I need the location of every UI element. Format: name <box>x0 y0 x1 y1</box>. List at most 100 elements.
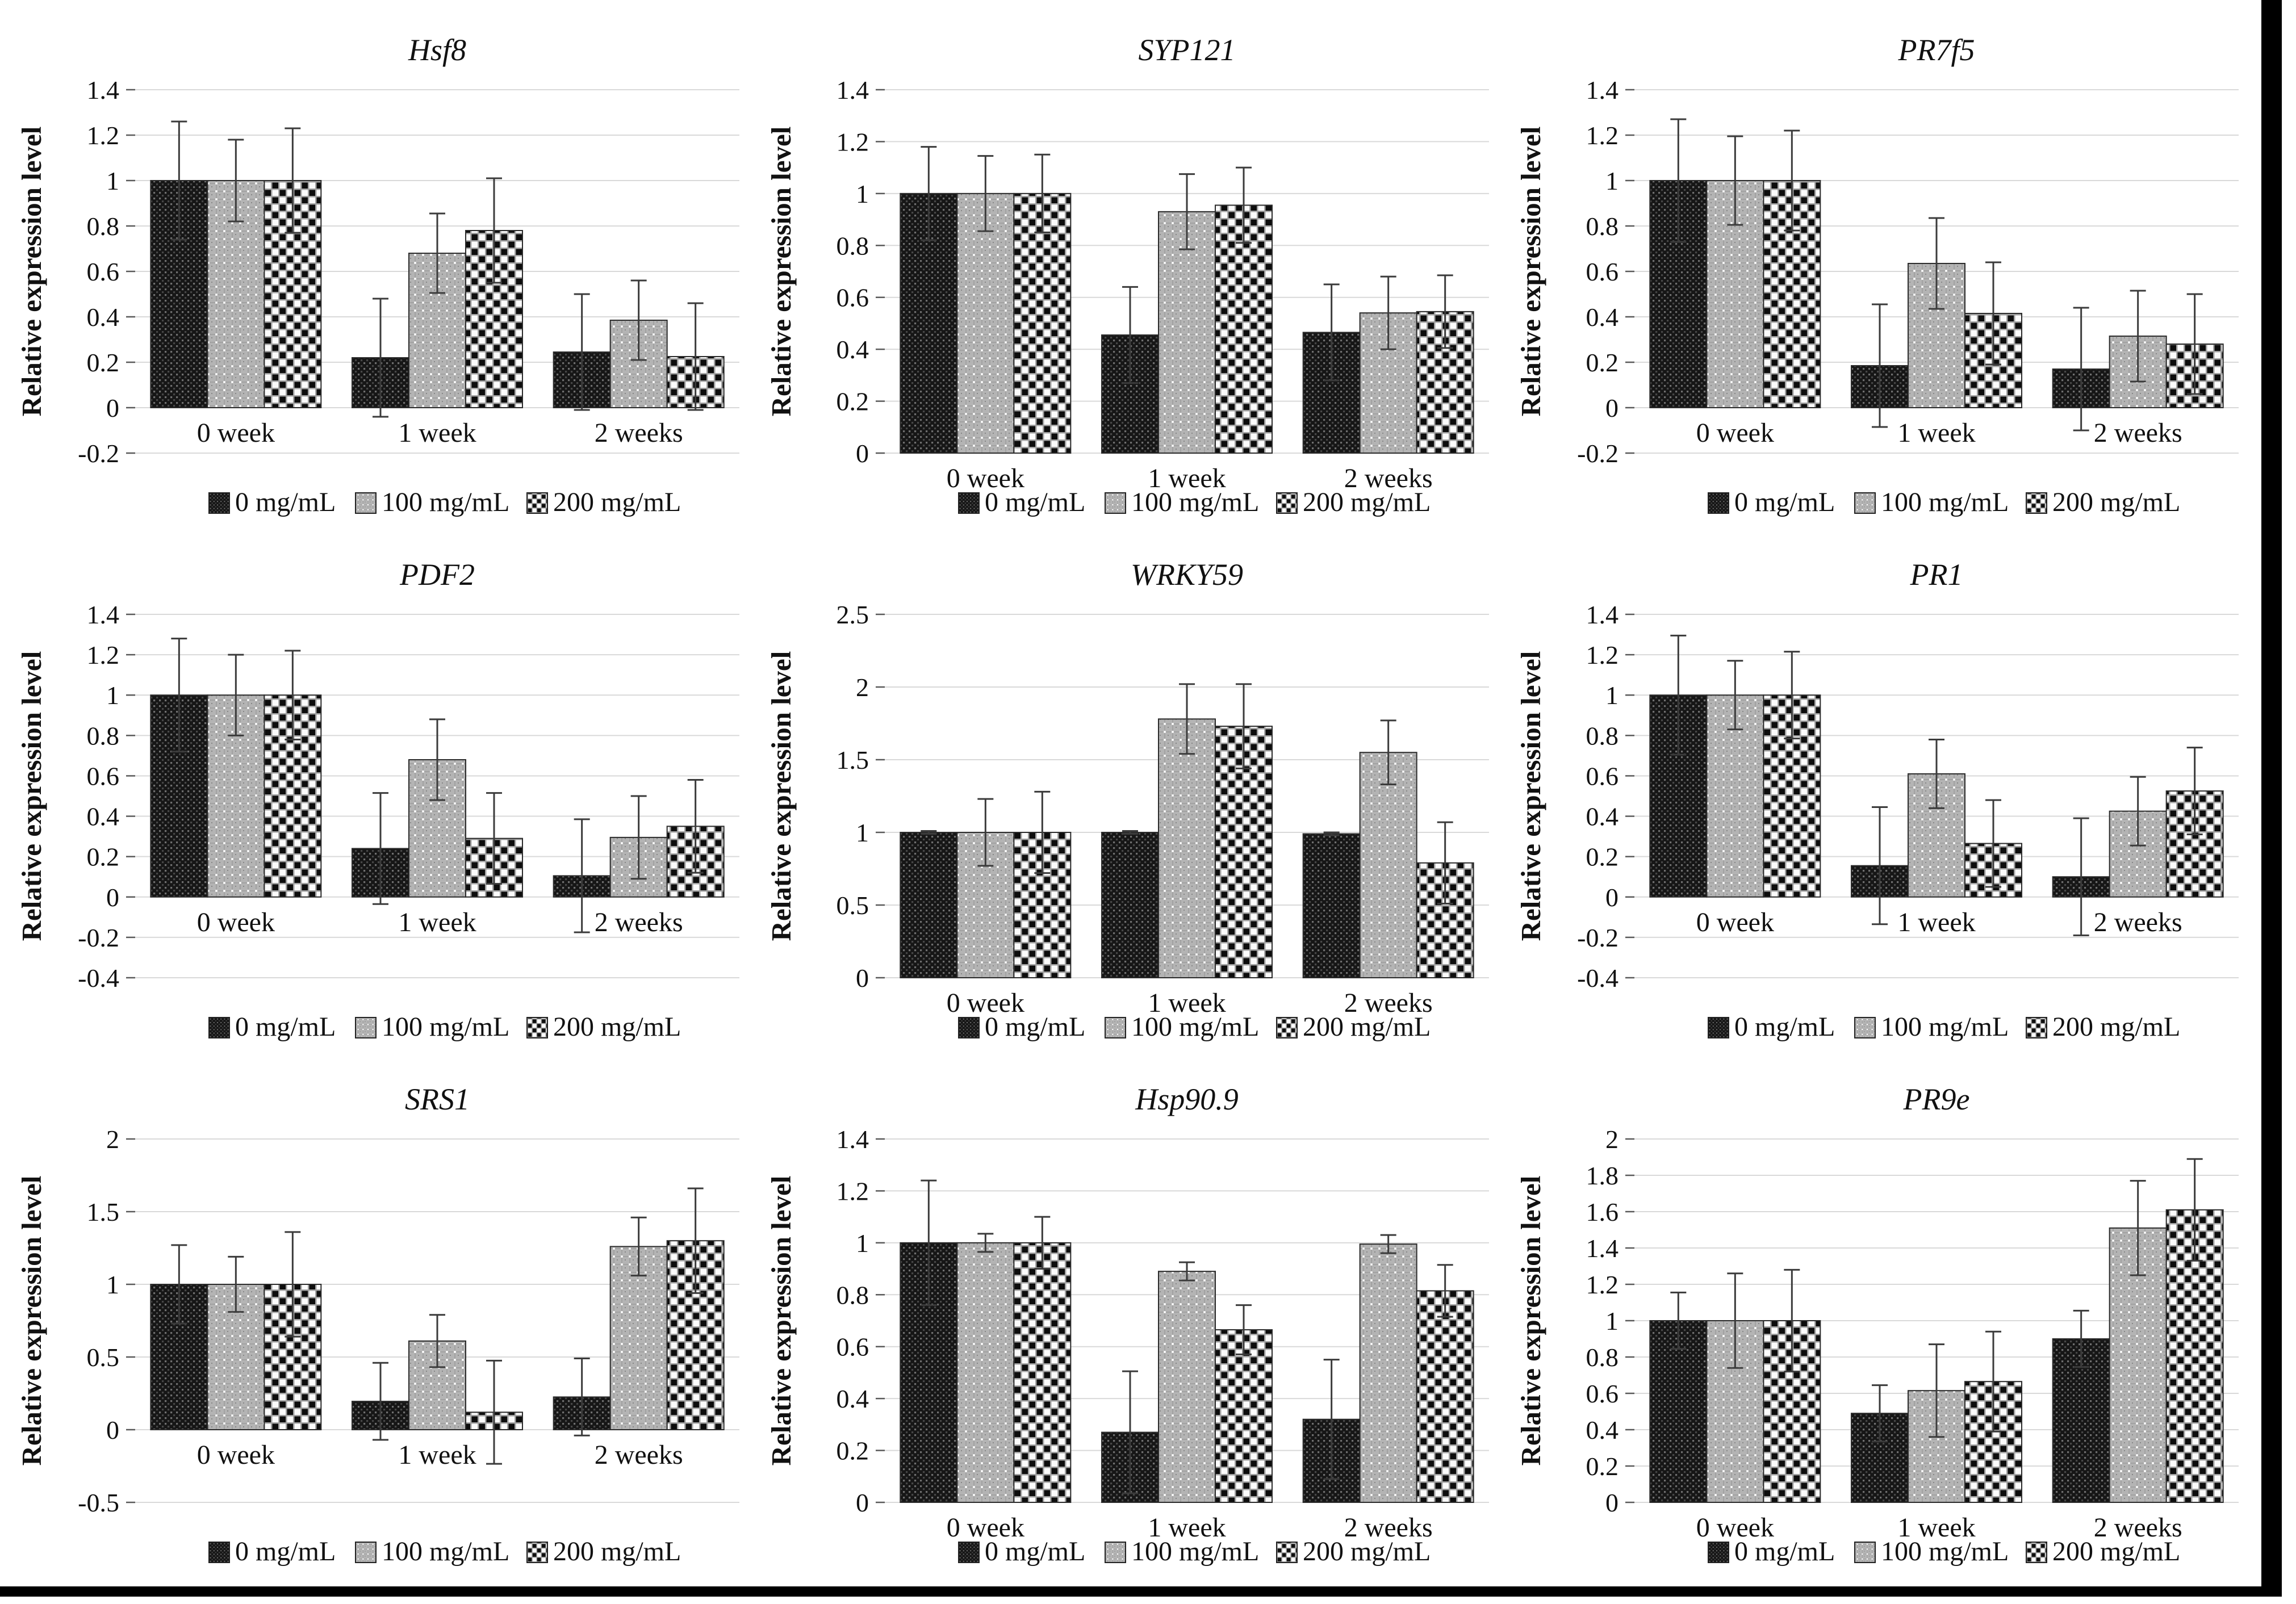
legend-swatch-200-mg-ml <box>526 1017 548 1038</box>
x-category-label: 2 weeks <box>1344 463 1433 493</box>
error-bar <box>1323 283 1340 382</box>
bar-0-mg-ml <box>1101 832 1159 978</box>
legend-swatch-200-mg-ml <box>526 492 548 514</box>
x-category-label: 0 week <box>197 1440 275 1470</box>
error-bar <box>171 638 187 753</box>
bar-100-mg-ml <box>1158 1271 1216 1503</box>
bar-0-mg-ml <box>900 832 958 978</box>
y-tick-label: 0.4 <box>87 303 120 332</box>
chart-pr9e: PR9e Relative expression level 2 1.8 1.6 1.4 1… <box>1515 1082 2239 1567</box>
error-bar <box>1929 1343 1944 1438</box>
legend: 0 mg/mL 100 mg/mL 200 mg/mL <box>208 487 681 517</box>
error-bar <box>228 139 244 223</box>
y-tick-label: 1 <box>1605 681 1619 710</box>
error-bar <box>2186 293 2203 395</box>
x-category-label: 0 week <box>1696 1513 1774 1543</box>
legend: 0 mg/mL 100 mg/mL 200 mg/mL <box>208 1012 681 1042</box>
error-bar <box>1985 1330 2001 1433</box>
error-bar <box>1784 651 1800 740</box>
y-tick-label: 0.6 <box>87 761 120 790</box>
legend-swatch-0-mg-ml <box>208 1017 230 1038</box>
x-category-label: 2 weeks <box>2094 1513 2182 1543</box>
y-tick-label: 0.4 <box>1586 802 1619 831</box>
error-bar <box>1670 118 1687 243</box>
legend-swatch-0-mg-ml <box>1708 492 1729 514</box>
y-tick-label: 0.8 <box>837 1280 869 1309</box>
y-tick-label: -0.2 <box>1577 923 1619 952</box>
y-tick-label: 2 <box>106 1125 119 1154</box>
y-tick-label: -0.4 <box>1577 964 1619 992</box>
y-tick-label: 0.5 <box>837 891 869 920</box>
chart-cell: Hsf8 Relative expression level 1.4 1.2 1 0.8 0… <box>6 5 755 529</box>
legend-swatch-0-mg-ml <box>1708 1542 1729 1563</box>
y-tick-label: 1.4 <box>837 76 869 104</box>
error-bar <box>1985 799 2001 888</box>
error-bar <box>373 298 388 418</box>
bar-100-mg-ml <box>1359 1243 1417 1503</box>
scan-border-bottom <box>0 1586 2282 1597</box>
y-tick-label: 1.4 <box>87 600 120 629</box>
error-bar <box>1034 153 1051 233</box>
error-bar <box>285 127 301 234</box>
y-tick-label: 1 <box>106 166 119 195</box>
y-tick-label: 0.4 <box>837 335 869 364</box>
y-axis-label: Relative expression level <box>1515 1176 1546 1466</box>
error-bar <box>687 302 704 411</box>
y-tick-label: 0.8 <box>1586 212 1619 241</box>
bar-200-mg-ml <box>1013 192 1072 454</box>
error-bar <box>285 1231 301 1338</box>
y-tick-label: 1 <box>1605 166 1619 195</box>
legend-swatch-200-mg-ml <box>1276 1017 1298 1038</box>
error-bar <box>1872 303 1888 428</box>
y-tick-label: 1.4 <box>87 76 120 104</box>
chart-pr7f5: PR7f5 Relative expression level 1.4 1.2 1 0.8… <box>1515 33 2239 517</box>
legend-label: 100 mg/mL <box>1881 1536 2009 1567</box>
chart-title: PR1 <box>1910 558 1963 592</box>
x-category-label: 0 week <box>947 463 1024 493</box>
legend-swatch-200-mg-ml <box>526 1542 548 1563</box>
chart-grid: Hsf8 Relative expression level 1.4 1.2 1 0.8 0… <box>6 5 2255 1578</box>
error-bar <box>977 1233 994 1253</box>
error-bar <box>1034 790 1051 874</box>
error-bar <box>687 779 704 874</box>
bar-200-mg-ml <box>1013 1242 1072 1503</box>
error-bar <box>2186 747 2203 836</box>
error-bar <box>1236 166 1252 244</box>
bar-100-mg-ml <box>1158 718 1216 978</box>
error-bar <box>1323 831 1340 836</box>
y-tick-label: 0.2 <box>837 1437 869 1465</box>
y-axis-label: Relative expression level <box>1515 651 1546 941</box>
chart-cell: Hsp90.9 Relative expression level 1.4 1.2 1 0… <box>755 1054 1505 1578</box>
y-tick-label: 1.2 <box>1586 121 1619 150</box>
error-bar <box>921 146 937 241</box>
chart-pr1: PR1 Relative expression level 1.4 1.2 1 0.8 0.… <box>1515 558 2239 1042</box>
y-tick-label: 0.2 <box>87 348 120 377</box>
legend-label: 100 mg/mL <box>382 487 509 517</box>
chart-pdf2: PDF2 Relative expression level 1.4 1.2 1 0.8 0… <box>16 558 739 1042</box>
chart-title: PDF2 <box>399 558 475 592</box>
y-tick-label: 0.4 <box>1586 303 1619 332</box>
x-category-label: 0 week <box>947 988 1024 1018</box>
error-bar <box>1670 1291 1687 1350</box>
chart-hsf8: Hsf8 Relative expression level 1.4 1.2 1 0.8 0… <box>16 33 739 517</box>
legend-label: 200 mg/mL <box>1303 1536 1431 1567</box>
x-category-label: 1 week <box>1897 1513 1975 1543</box>
chart-srs1: SRS1 Relative expression level 2 1.5 1 0.5 0 -0… <box>16 1082 739 1567</box>
legend-label: 0 mg/mL <box>235 1536 336 1567</box>
legend-label: 0 mg/mL <box>1734 1012 1835 1042</box>
x-category-label: 0 week <box>197 418 275 448</box>
error-bar <box>977 798 994 867</box>
error-bar <box>1437 1264 1453 1318</box>
y-tick-label: 0 <box>1605 883 1619 912</box>
y-tick-label: 1 <box>106 681 119 710</box>
legend-label: 100 mg/mL <box>1131 1012 1259 1042</box>
y-tick-label: 0.6 <box>1586 1379 1619 1408</box>
y-tick-label: 1 <box>856 818 869 847</box>
chart-cell: PR7f5 Relative expression level 1.4 1.2 1 0.8… <box>1505 5 2255 529</box>
error-bar <box>2073 307 2089 432</box>
chart-cell: PDF2 Relative expression level 1.4 1.2 1 0.8 0… <box>6 529 755 1054</box>
x-category-label: 0 week <box>1696 907 1774 937</box>
error-bar <box>1784 1268 1800 1373</box>
error-bar <box>1323 1359 1340 1480</box>
